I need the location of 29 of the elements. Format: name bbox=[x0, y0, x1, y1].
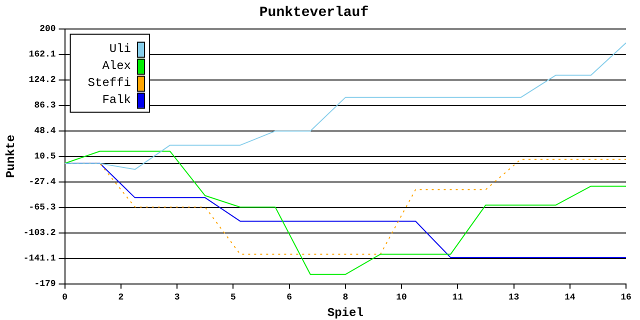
legend-label: Falk bbox=[102, 92, 132, 107]
y-tick-label: -65.3 bbox=[28, 202, 56, 213]
x-tick-label: 10 bbox=[396, 292, 407, 302]
y-tick-label: 10.5 bbox=[34, 152, 56, 162]
y-tick-label: -141.1 bbox=[23, 254, 56, 264]
y-tick-label: 86.3 bbox=[34, 100, 56, 111]
chart-title: Punkteverlauf bbox=[259, 4, 369, 21]
y-tick-label: 200 bbox=[40, 24, 56, 34]
legend-label: Uli bbox=[109, 42, 132, 56]
y-tick-label: 124.2 bbox=[28, 75, 56, 86]
x-tick-label: 0 bbox=[62, 292, 68, 302]
y-tick-label: -179 bbox=[34, 279, 56, 290]
legend-label: Alex bbox=[102, 58, 132, 73]
x-tick-label: 16 bbox=[620, 292, 632, 302]
x-tick-label: 11 bbox=[452, 292, 464, 302]
x-tick-label: 5 bbox=[230, 292, 236, 302]
x-tick-label: 13 bbox=[508, 292, 520, 302]
y-tick-label: -103.2 bbox=[23, 228, 56, 238]
x-tick-label: 14 bbox=[564, 292, 576, 302]
x-axis-title: Spiel bbox=[327, 306, 364, 320]
y-axis-title: Punkte bbox=[4, 134, 18, 178]
y-tick-label: 48.4 bbox=[34, 126, 56, 136]
x-tick-label: 6 bbox=[286, 292, 292, 302]
y-tick-label: -27.4 bbox=[28, 177, 56, 188]
x-tick-label: 2 bbox=[118, 292, 124, 302]
y-tick-label: 162.1 bbox=[28, 50, 56, 60]
x-tick-label: 3 bbox=[174, 292, 180, 302]
x-tick-label: 8 bbox=[342, 292, 348, 302]
legend-label: Steffi bbox=[88, 76, 132, 90]
